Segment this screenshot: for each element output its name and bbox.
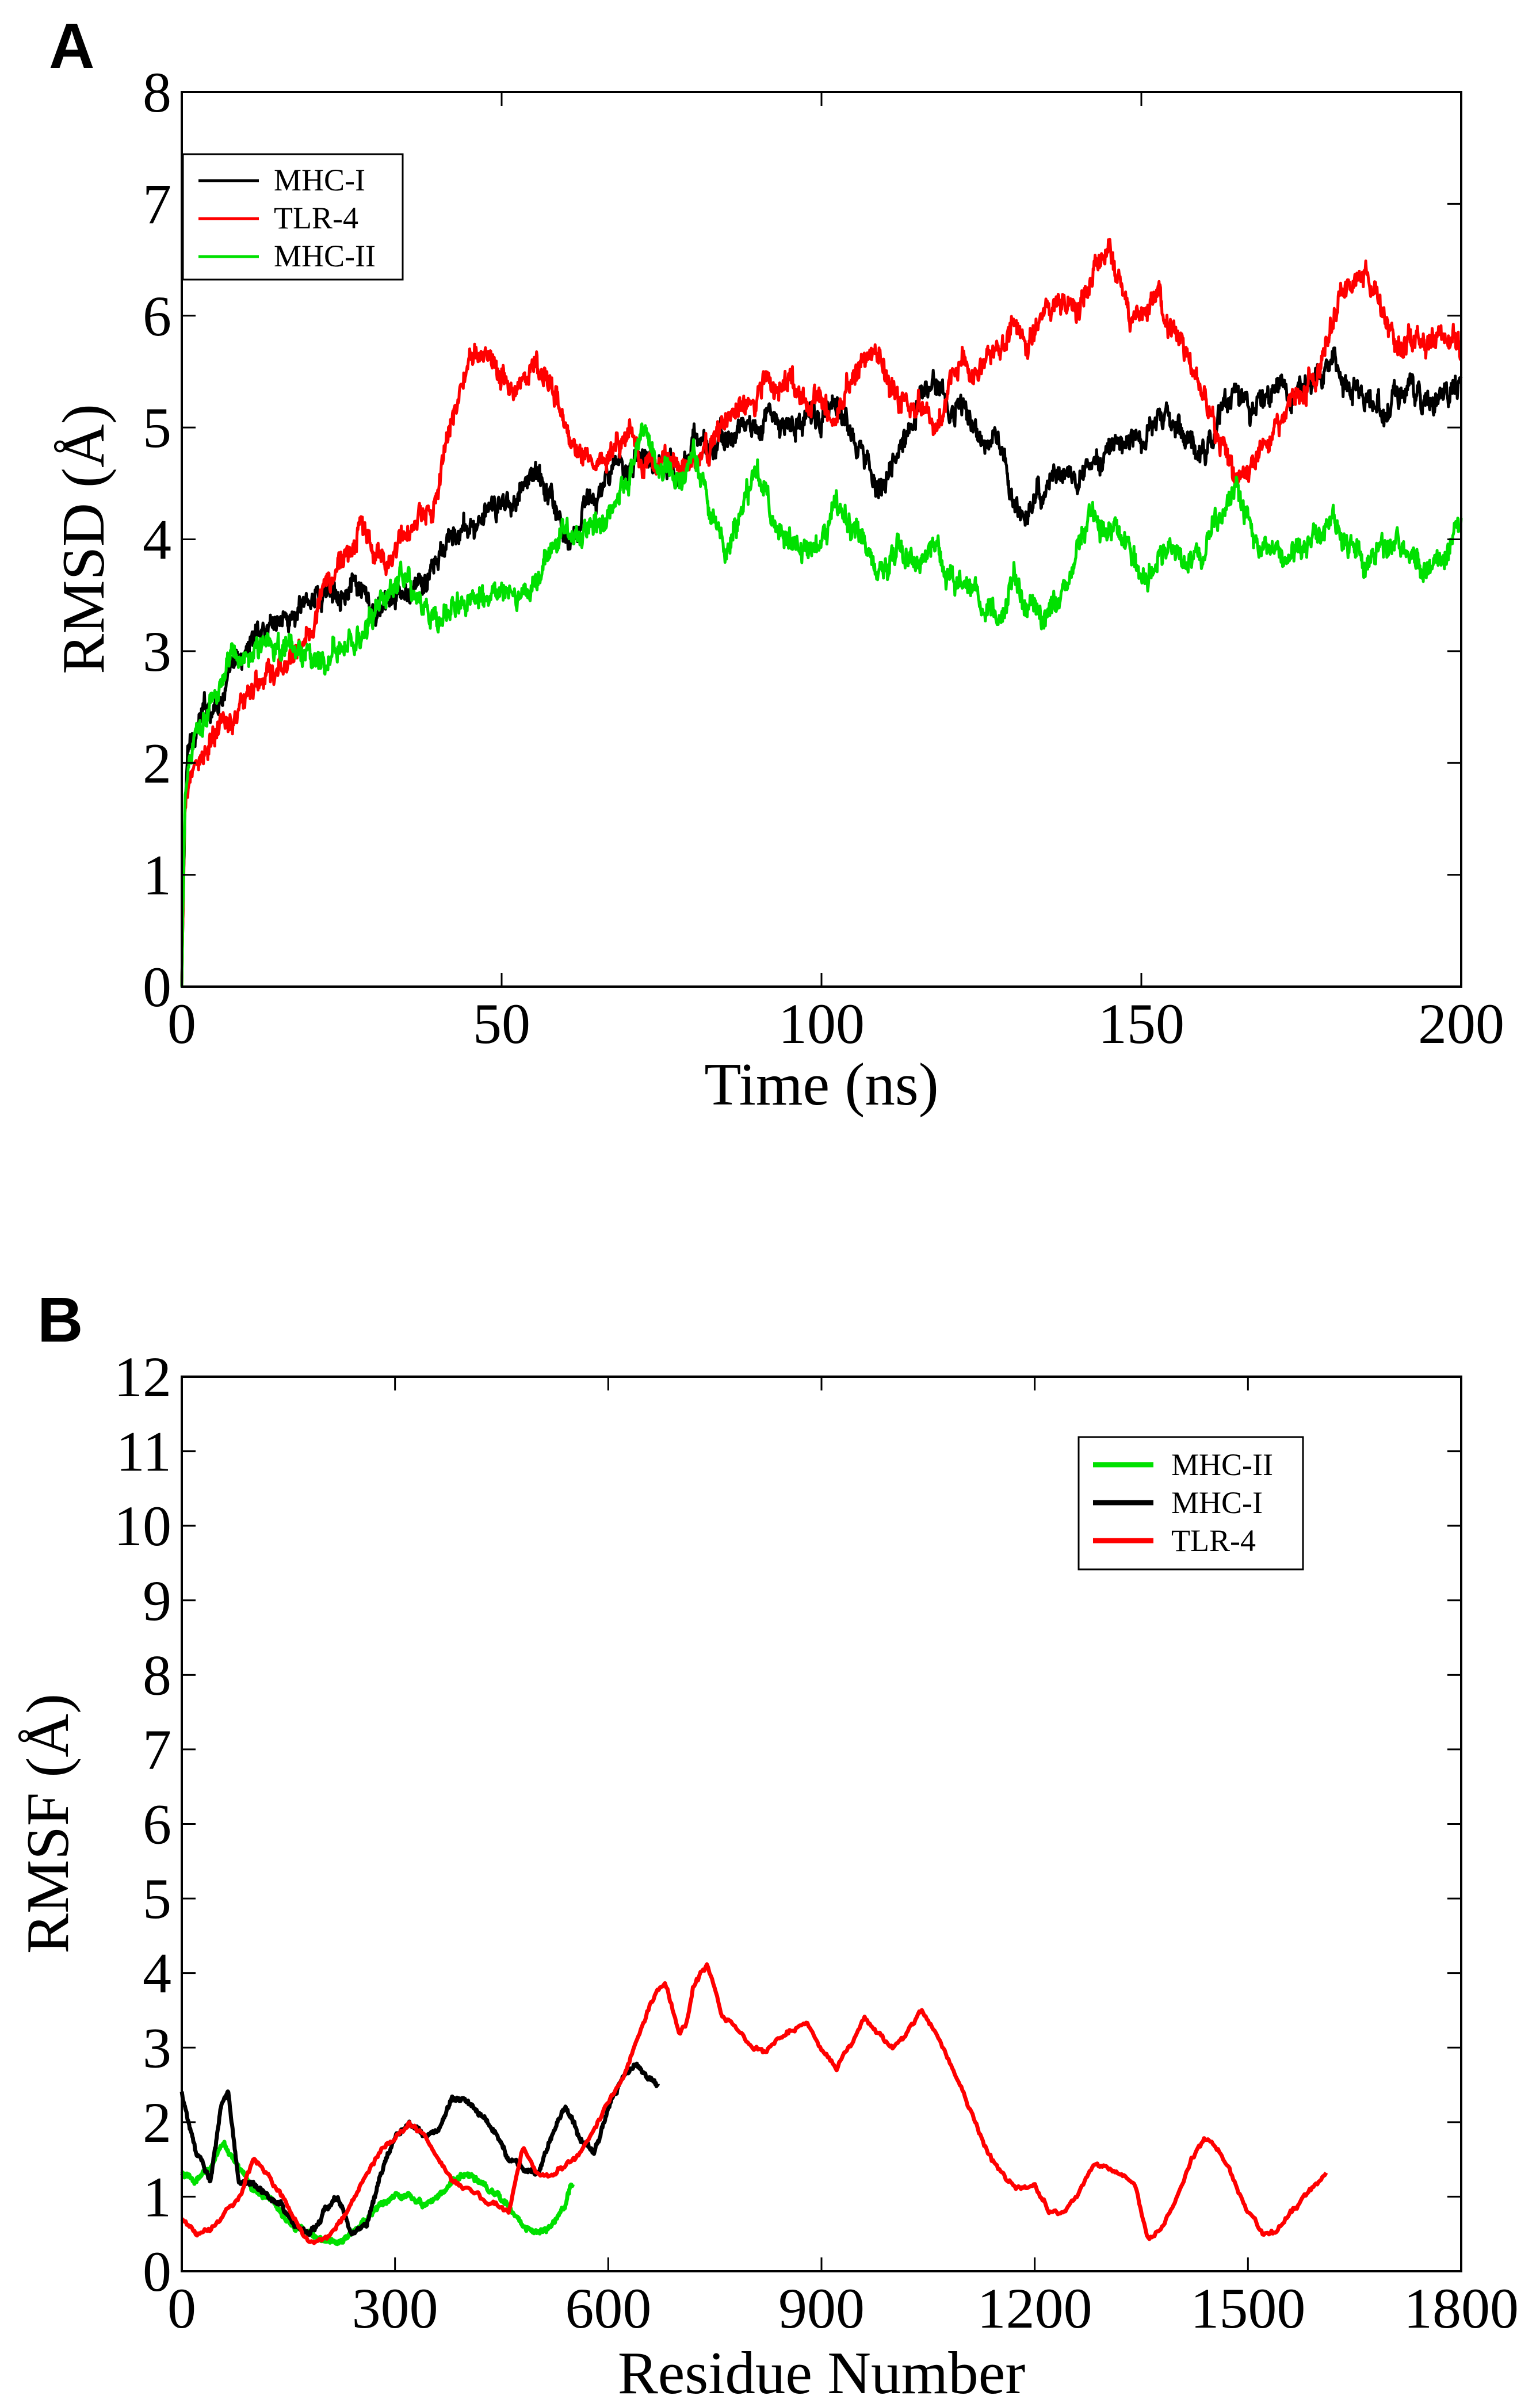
panel-a-series-group bbox=[180, 238, 1463, 987]
panel-b-series-group bbox=[179, 1962, 1328, 2246]
panel-a-legend: MHC-I TLR-4 MHC-II bbox=[182, 153, 404, 281]
panel-b-y-tick-label: 3 bbox=[143, 2016, 171, 2080]
panel-a-x-tick-label: 200 bbox=[1418, 992, 1504, 1056]
panel-a-y-tick-label: 6 bbox=[143, 284, 171, 348]
panel-a-y-tick-label: 3 bbox=[143, 620, 171, 683]
panel-b-y-tick-label: 7 bbox=[143, 1718, 171, 1782]
panel-a-legend-mhc-i: MHC-I bbox=[274, 163, 365, 197]
panel-b-y-tick-label: 6 bbox=[143, 1793, 171, 1856]
panel-b-legend: MHC-II MHC-I TLR-4 bbox=[1077, 1436, 1304, 1571]
panel-a-y-tick-label: 7 bbox=[143, 172, 171, 236]
panel-b-legend-mhc-ii: MHC-II bbox=[1171, 1447, 1273, 1482]
panel-b-rmsf-chart: B 0 300 600 900 1200 1500 18000123456789101112… bbox=[14, 1285, 1519, 2406]
panel-a-y-tick-label: 8 bbox=[143, 60, 171, 124]
panel-b-y-tick-label: 11 bbox=[116, 1420, 171, 1484]
panel-a-x-tick-label: 0 bbox=[167, 992, 196, 1056]
panel-a-y-tick-label: 0 bbox=[143, 955, 171, 1019]
panel-b-y-tick-label: 5 bbox=[143, 1867, 171, 1931]
panel-a-legend-mhc-ii: MHC-II bbox=[274, 239, 376, 273]
panel-b-x-tick-label: 300 bbox=[352, 2276, 438, 2340]
panel-b-x-axis-label: Residue Number bbox=[618, 2339, 1026, 2406]
panel-b-y-tick-label: 12 bbox=[114, 1345, 171, 1409]
panel-b-x-tick-label: 600 bbox=[565, 2276, 651, 2340]
panel-a-series-tlr-4 bbox=[180, 238, 1462, 987]
panel-a-legend-box bbox=[182, 153, 404, 281]
panel-a-y-tick-label: 2 bbox=[143, 731, 171, 795]
panel-b-y-tick-label: 1 bbox=[143, 2165, 171, 2229]
panel-b-x-tick-label: 1200 bbox=[977, 2276, 1092, 2340]
panel-b-label: B bbox=[37, 1285, 83, 1355]
panel-b-x-tick-label: 1800 bbox=[1404, 2276, 1519, 2340]
panel-b-y-tick-label: 8 bbox=[143, 1643, 171, 1707]
panel-a-series-mhc-ii bbox=[180, 422, 1463, 987]
panel-a-series-mhc-i bbox=[180, 346, 1463, 987]
panel-a-legend-tlr-4: TLR-4 bbox=[274, 201, 358, 235]
panel-a-axis-ticks: 0 50 100 150 200 0 1 2 3 4 5 6 7 8 bbox=[143, 60, 1504, 1056]
panel-b-y-tick-label: 2 bbox=[143, 2091, 171, 2154]
panel-b-x-tick-label: 1500 bbox=[1190, 2276, 1305, 2340]
panel-b-y-axis-label: RMSF (Å) bbox=[14, 1694, 81, 1954]
panel-a-x-tick-label: 150 bbox=[1098, 992, 1184, 1056]
panel-b-x-tick-label: 900 bbox=[778, 2276, 865, 2340]
panel-a-rmsd-chart: A 0 50 100 150 200 0 1 2 3 4 5 6 7 8 Time (ns) RMSD (… bbox=[49, 11, 1504, 1118]
panel-a-x-tick-label: 100 bbox=[778, 992, 865, 1056]
panel-a-x-tick-label: 50 bbox=[473, 992, 530, 1056]
panel-b-y-tick-label: 4 bbox=[143, 1942, 171, 2005]
panel-a-label: A bbox=[49, 11, 94, 82]
panel-a-y-axis-label: RMSD (Å) bbox=[49, 404, 117, 674]
panel-b-y-tick-label: 0 bbox=[143, 2240, 171, 2303]
panel-a-x-axis-label: Time (ns) bbox=[704, 1050, 938, 1118]
panel-b-x-tick-label: 0 bbox=[167, 2276, 196, 2340]
panel-a-y-tick-label: 5 bbox=[143, 396, 171, 460]
panel-b-y-tick-label: 10 bbox=[114, 1494, 171, 1558]
panel-a-y-tick-label: 1 bbox=[143, 843, 171, 907]
panel-b-legend-tlr-4: TLR-4 bbox=[1171, 1523, 1256, 1558]
panel-b-series-tlr-4 bbox=[180, 1962, 1328, 2245]
panel-b-y-tick-label: 9 bbox=[143, 1569, 171, 1633]
panel-a-y-tick-label: 4 bbox=[143, 508, 171, 572]
panel-b-legend-mhc-i: MHC-I bbox=[1171, 1485, 1263, 1520]
